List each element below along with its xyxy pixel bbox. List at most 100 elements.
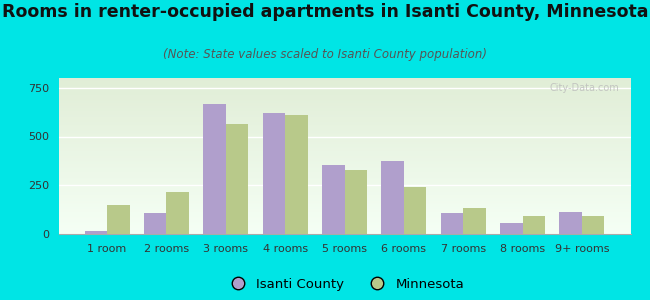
Bar	[58, 80, 630, 81]
Bar	[58, 142, 630, 143]
Bar	[58, 97, 630, 98]
Bar	[58, 134, 630, 136]
Bar	[58, 109, 630, 111]
Bar	[58, 150, 630, 151]
Bar	[441, 212, 463, 234]
Text: City-Data.com: City-Data.com	[549, 83, 619, 93]
Bar	[58, 125, 630, 126]
Bar	[58, 117, 630, 118]
Bar	[58, 156, 630, 158]
Bar	[58, 220, 630, 221]
Bar	[58, 78, 630, 80]
Bar	[263, 113, 285, 234]
Bar	[382, 161, 404, 234]
Bar	[58, 140, 630, 142]
Bar	[58, 173, 630, 175]
Bar	[58, 181, 630, 182]
Bar	[58, 228, 630, 229]
Bar	[58, 131, 630, 133]
Bar	[58, 172, 630, 173]
Bar	[58, 203, 630, 204]
Bar	[58, 189, 630, 190]
Bar	[58, 175, 630, 176]
Bar	[166, 192, 189, 234]
Bar	[58, 167, 630, 169]
Bar	[58, 200, 630, 201]
Bar	[58, 178, 630, 179]
Bar	[58, 84, 630, 86]
Bar	[58, 211, 630, 212]
Bar	[58, 176, 630, 178]
Bar	[58, 103, 630, 104]
Bar	[58, 86, 630, 87]
Bar	[58, 187, 630, 189]
Bar	[58, 130, 630, 131]
Bar	[58, 98, 630, 100]
Bar	[58, 201, 630, 203]
Bar	[58, 104, 630, 106]
Bar	[58, 120, 630, 122]
Bar	[58, 136, 630, 137]
Bar	[58, 94, 630, 95]
Bar	[58, 170, 630, 172]
Bar	[58, 209, 630, 211]
Bar	[523, 217, 545, 234]
Text: Rooms in renter-occupied apartments in Isanti County, Minnesota: Rooms in renter-occupied apartments in I…	[2, 3, 648, 21]
Bar	[58, 229, 630, 231]
Bar	[58, 214, 630, 215]
Bar	[58, 221, 630, 223]
Bar	[58, 208, 630, 209]
Bar	[58, 179, 630, 181]
Bar	[58, 198, 630, 200]
Bar	[58, 217, 630, 218]
Bar	[58, 182, 630, 184]
Bar	[144, 212, 166, 234]
Bar	[58, 89, 630, 91]
Bar	[58, 223, 630, 225]
Bar	[226, 124, 248, 234]
Bar	[58, 151, 630, 153]
Bar	[58, 153, 630, 154]
Bar	[58, 122, 630, 123]
Bar	[58, 139, 630, 140]
Bar	[58, 194, 630, 195]
Bar	[560, 212, 582, 234]
Bar	[58, 128, 630, 130]
Bar	[58, 145, 630, 147]
Bar	[463, 208, 486, 234]
Bar	[58, 215, 630, 217]
Bar	[58, 111, 630, 112]
Bar	[58, 162, 630, 164]
Bar	[58, 147, 630, 148]
Bar	[58, 112, 630, 114]
Bar	[58, 204, 630, 206]
Bar	[58, 192, 630, 194]
Bar	[58, 116, 630, 117]
Bar	[58, 123, 630, 125]
Bar	[582, 217, 604, 234]
Bar	[203, 104, 226, 234]
Bar	[285, 115, 307, 234]
Bar	[58, 196, 630, 198]
Bar	[58, 195, 630, 196]
Bar	[58, 206, 630, 208]
Bar	[404, 187, 426, 234]
Bar	[58, 169, 630, 170]
Bar	[58, 164, 630, 165]
Bar	[58, 226, 630, 228]
Bar	[344, 169, 367, 234]
Bar	[58, 143, 630, 145]
Bar	[58, 126, 630, 128]
Bar	[58, 159, 630, 161]
Bar	[58, 218, 630, 220]
Bar	[58, 190, 630, 192]
Bar	[58, 108, 630, 109]
Bar	[58, 101, 630, 103]
Bar	[58, 100, 630, 101]
Bar	[58, 232, 630, 234]
Bar	[58, 106, 630, 108]
Bar	[58, 184, 630, 186]
Bar	[58, 83, 630, 84]
Bar	[58, 161, 630, 162]
Bar	[107, 205, 129, 234]
